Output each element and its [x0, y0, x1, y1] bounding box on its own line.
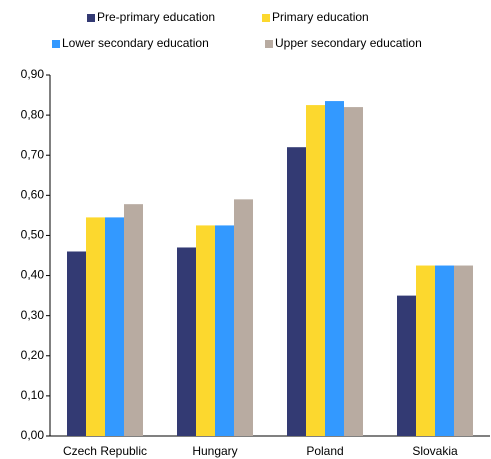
- bar: [124, 204, 143, 436]
- bar: [67, 251, 86, 436]
- bar: [454, 265, 473, 436]
- y-tick-label: 0,80: [21, 107, 45, 121]
- x-tick-label: Slovakia: [412, 444, 458, 458]
- y-tick-label: 0,50: [21, 228, 45, 242]
- y-tick-label: 0,40: [21, 268, 45, 282]
- bar: [215, 225, 234, 436]
- legend-label: Pre-primary education: [97, 10, 215, 24]
- legend-label: Lower secondary education: [62, 36, 209, 50]
- bar: [287, 147, 306, 436]
- y-tick-label: 0,60: [21, 188, 45, 202]
- bar: [86, 217, 105, 436]
- bar: [196, 225, 215, 436]
- x-tick-label: Czech Republic: [63, 444, 147, 458]
- bar: [105, 217, 124, 436]
- y-tick-label: 0,10: [21, 388, 45, 402]
- y-tick-label: 0,90: [21, 67, 45, 81]
- bar: [306, 105, 325, 436]
- bar: [344, 107, 363, 436]
- x-tick-label: Poland: [306, 444, 343, 458]
- bar: [435, 265, 454, 436]
- y-tick-label: 0,30: [21, 308, 45, 322]
- bar: [325, 101, 344, 437]
- bar: [397, 295, 416, 436]
- x-tick-label: Hungary: [192, 444, 237, 458]
- legend-marker: [52, 40, 60, 48]
- bar: [234, 199, 253, 436]
- bar: [416, 265, 435, 436]
- legend-marker: [265, 40, 273, 48]
- legend-label: Primary education: [272, 10, 369, 24]
- y-tick-label: 0,70: [21, 147, 45, 161]
- legend-marker: [87, 14, 95, 22]
- y-tick-label: 0,20: [21, 348, 45, 362]
- legend-marker: [262, 14, 270, 22]
- bar: [177, 247, 196, 436]
- y-tick-label: 0,00: [21, 428, 45, 442]
- legend-label: Upper secondary education: [275, 36, 422, 50]
